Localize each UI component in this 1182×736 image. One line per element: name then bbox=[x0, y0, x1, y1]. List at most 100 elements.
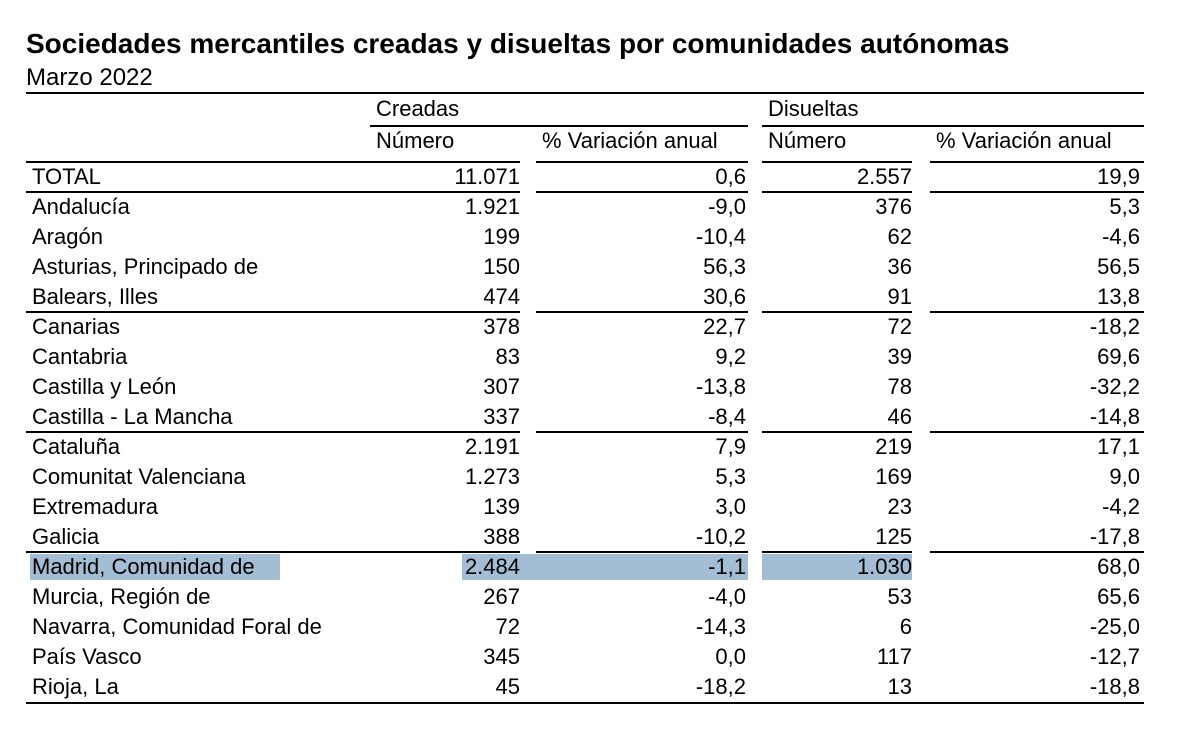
row-group-rule bbox=[930, 161, 1144, 163]
row-group-rule bbox=[26, 551, 370, 553]
table-row[interactable]: Castilla - La Mancha 337 -8,4 46 -14,8 bbox=[0, 402, 1182, 432]
row-group-rule bbox=[762, 551, 912, 553]
cell-numero-creadas: 11.071 bbox=[454, 164, 520, 189]
table-row[interactable]: TOTAL 11.071 0,6 2.557 19,9 bbox=[0, 162, 1182, 192]
table-row[interactable]: Balears, Illes 474 30,6 91 13,8 bbox=[0, 282, 1182, 312]
cell-variacion-creadas: -4,0 bbox=[708, 584, 746, 609]
table-row[interactable]: Madrid, Comunidad de 2.484 -1,1 1.030 68,0 bbox=[0, 552, 1182, 582]
group-header-disueltas: Disueltas bbox=[768, 96, 859, 121]
cell-numero-creadas: 199 bbox=[483, 224, 520, 249]
cell-numero-creadas: 83 bbox=[495, 344, 520, 369]
cell-numero-creadas: 345 bbox=[483, 644, 520, 669]
cell-numero-creadas: 150 bbox=[483, 254, 520, 279]
cell-variacion-disueltas: 69,6 bbox=[1097, 344, 1140, 369]
row-group-rule bbox=[370, 551, 520, 553]
cell-numero-creadas: 337 bbox=[483, 404, 520, 429]
cell-variacion-creadas: -18,2 bbox=[695, 674, 746, 699]
cell-variacion-disueltas: 17,1 bbox=[1097, 434, 1140, 459]
row-name: Aragón bbox=[32, 224, 103, 249]
row-group-rule bbox=[370, 191, 520, 193]
cell-variacion-creadas: -1,1 bbox=[708, 554, 746, 579]
table-row[interactable]: Aragón 199 -10,4 62 -4,6 bbox=[0, 222, 1182, 252]
cell-variacion-disueltas: -12,7 bbox=[1089, 644, 1140, 669]
table-row[interactable]: Rioja, La 45 -18,2 13 -18,8 bbox=[0, 672, 1182, 702]
row-group-rule bbox=[26, 311, 370, 313]
row-name: Galicia bbox=[32, 524, 100, 549]
cell-variacion-creadas: 30,6 bbox=[703, 284, 746, 309]
selection-highlight bbox=[462, 554, 520, 580]
row-group-rule bbox=[26, 191, 370, 193]
row-name: Madrid, Comunidad de bbox=[32, 554, 255, 579]
table-row[interactable]: Castilla y León 307 -13,8 78 -32,2 bbox=[0, 372, 1182, 402]
cell-variacion-disueltas: 68,0 bbox=[1097, 554, 1140, 579]
cell-variacion-disueltas: 9,0 bbox=[1109, 464, 1140, 489]
cell-variacion-creadas: 9,2 bbox=[715, 344, 746, 369]
row-group-rule bbox=[762, 311, 912, 313]
cell-numero-creadas: 474 bbox=[483, 284, 520, 309]
cell-variacion-creadas: 22,7 bbox=[703, 314, 746, 339]
row-group-rule bbox=[930, 551, 1144, 553]
table-row[interactable]: Extremadura 139 3,0 23 -4,2 bbox=[0, 492, 1182, 522]
column-header-numero-creadas: Número bbox=[376, 128, 455, 153]
cell-numero-creadas: 2.484 bbox=[464, 554, 520, 579]
row-name: País Vasco bbox=[32, 644, 142, 669]
cell-variacion-creadas: 0,6 bbox=[715, 164, 746, 189]
cell-numero-disueltas: 62 bbox=[887, 224, 912, 249]
row-group-rule bbox=[26, 161, 370, 163]
table-row[interactable]: Canarias 378 22,7 72 -18,2 bbox=[0, 312, 1182, 342]
table-row[interactable]: Galicia 388 -10,2 125 -17,8 bbox=[0, 522, 1182, 552]
row-group-rule bbox=[762, 161, 912, 163]
table-row[interactable]: Andalucía 1.921 -9,0 376 5,3 bbox=[0, 192, 1182, 222]
row-name: Rioja, La bbox=[32, 674, 119, 699]
cell-numero-creadas: 307 bbox=[483, 374, 520, 399]
cell-numero-disueltas: 6 bbox=[899, 614, 912, 639]
cell-variacion-disueltas: 5,3 bbox=[1109, 194, 1140, 219]
cell-numero-disueltas: 72 bbox=[887, 314, 912, 339]
selection-highlight bbox=[762, 554, 912, 580]
cell-variacion-disueltas: -18,2 bbox=[1089, 314, 1140, 339]
row-name: Asturias, Principado de bbox=[32, 254, 259, 279]
cell-numero-creadas: 1.273 bbox=[464, 464, 520, 489]
row-group-rule bbox=[26, 431, 370, 433]
cell-variacion-creadas: 7,9 bbox=[715, 434, 746, 459]
table-row[interactable]: Comunitat Valenciana 1.273 5,3 169 9,0 bbox=[0, 462, 1182, 492]
row-group-rule bbox=[930, 311, 1144, 313]
row-group-rule bbox=[930, 191, 1144, 193]
row-group-rule bbox=[370, 311, 520, 313]
row-group-rule bbox=[536, 161, 748, 163]
table-row[interactable]: Asturias, Principado de 150 56,3 36 56,5 bbox=[0, 252, 1182, 282]
cell-numero-creadas: 267 bbox=[483, 584, 520, 609]
selection-highlight bbox=[30, 554, 280, 580]
cell-numero-creadas: 45 bbox=[495, 674, 520, 699]
header-top-rule bbox=[26, 92, 1144, 94]
table-row[interactable]: Navarra, Comunidad Foral de 72 -14,3 6 -25,0 bbox=[0, 612, 1182, 642]
cell-variacion-disueltas: -17,8 bbox=[1089, 524, 1140, 549]
cell-numero-disueltas: 53 bbox=[887, 584, 912, 609]
column-header-numero-disueltas: Número bbox=[768, 128, 847, 153]
cell-variacion-creadas: -8,4 bbox=[708, 404, 746, 429]
row-group-rule bbox=[536, 311, 748, 313]
cell-variacion-creadas: -10,2 bbox=[695, 524, 746, 549]
cell-variacion-creadas: -10,4 bbox=[695, 224, 746, 249]
row-name: Cataluña bbox=[32, 434, 121, 459]
selection-highlight bbox=[520, 554, 748, 580]
table-row[interactable]: Cantabria 83 9,2 39 69,6 bbox=[0, 342, 1182, 372]
table-row[interactable]: Cataluña 2.191 7,9 219 17,1 bbox=[0, 432, 1182, 462]
table-row[interactable]: Murcia, Región de 267 -4,0 53 65,6 bbox=[0, 582, 1182, 612]
cell-numero-disueltas: 2.557 bbox=[856, 164, 912, 189]
row-group-rule bbox=[536, 431, 748, 433]
cell-numero-disueltas: 376 bbox=[875, 194, 912, 219]
cell-variacion-disueltas: 56,5 bbox=[1097, 254, 1140, 279]
cell-numero-creadas: 2.191 bbox=[464, 434, 520, 459]
disueltas-group-rule bbox=[762, 125, 1144, 127]
cell-numero-disueltas: 1.030 bbox=[856, 554, 912, 579]
row-group-rule bbox=[762, 431, 912, 433]
cell-variacion-creadas: 0,0 bbox=[715, 644, 746, 669]
cell-numero-creadas: 1.921 bbox=[464, 194, 520, 219]
row-group-rule bbox=[762, 191, 912, 193]
table-row[interactable]: País Vasco 345 0,0 117 -12,7 bbox=[0, 642, 1182, 672]
row-name: Navarra, Comunidad Foral de bbox=[32, 614, 322, 639]
cell-numero-creadas: 388 bbox=[483, 524, 520, 549]
cell-variacion-creadas: 56,3 bbox=[703, 254, 746, 279]
row-name: TOTAL bbox=[32, 164, 101, 189]
